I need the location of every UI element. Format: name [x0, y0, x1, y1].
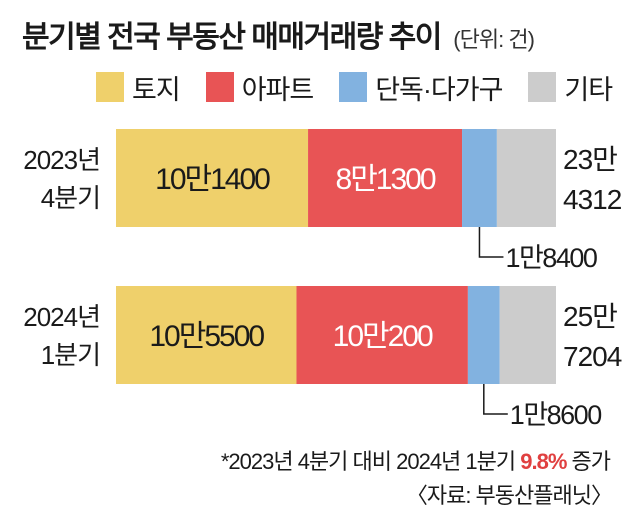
row-label-year-2023q4: 2023년	[23, 145, 100, 175]
unit-label: (단위: 건)	[453, 27, 535, 52]
bar-other-2024q1	[499, 286, 556, 384]
title-row: 분기별 전국 부동산 매매거래량 추이 (단위: 건)	[22, 12, 535, 56]
bar-label-apartment-2024q1: 10만200	[333, 320, 433, 353]
footnote-highlight: 9.8%	[520, 449, 567, 474]
legend-swatch-other	[528, 72, 557, 102]
bar-label-land-2024q1: 10만5500	[149, 320, 264, 353]
source-label: 〈자료: 부동산플래닛〉	[405, 483, 613, 508]
legend-swatch-house	[339, 72, 368, 102]
total-label-bottom-2023q4: 4312	[563, 184, 622, 215]
total-label-top-2023q4: 23만	[563, 144, 617, 175]
legend: 토지 아파트 단독·다가구 기타	[96, 68, 613, 107]
legend-label-apartment: 아파트	[241, 74, 315, 105]
total-label-bottom-2024q1: 7204	[563, 341, 622, 372]
legend-item-house: 단독·다가구	[339, 68, 503, 107]
bar-apartment-2023q4	[308, 129, 463, 227]
legend-item-land: 토지	[96, 68, 181, 107]
chart-title: 분기별 전국 부동산 매매거래량 추이	[22, 21, 442, 54]
row-label-quarter-2023q4: 4분기	[41, 183, 100, 213]
footnote: *2023년 4분기 대비 2024년 1분기 9.8% 증가	[220, 444, 611, 476]
row-label-year-2024q1: 2024년	[23, 302, 100, 332]
bar-other-2023q4	[496, 129, 556, 227]
callout-line-2024q1	[483, 384, 508, 415]
bar-land-2024q1	[116, 286, 297, 384]
legend-label-other: 기타	[564, 74, 613, 105]
legend-item-other: 기타	[528, 68, 613, 107]
bar-label-apartment-2023q4: 8만1300	[336, 163, 436, 196]
callout-label-house-2023q4: 1만8400	[505, 243, 596, 273]
total-label-top-2024q1: 25만	[563, 301, 617, 332]
bar-label-land-2023q4: 10만1400	[155, 163, 270, 196]
legend-swatch-land	[96, 72, 124, 102]
row-label-quarter-2024q1: 1분기	[41, 340, 100, 370]
callout-label-house-2024q1: 1만8600	[510, 400, 601, 430]
legend-swatch-apartment	[205, 72, 234, 102]
bar-house-2024q1	[467, 286, 500, 384]
legend-item-apartment: 아파트	[205, 68, 315, 107]
bar-house-2023q4	[462, 129, 497, 227]
callout-line-2023q4	[478, 227, 504, 258]
legend-label-house: 단독·다가구	[375, 74, 503, 105]
footnote-prefix: *2023년 4분기 대비 2024년 1분기	[220, 449, 521, 474]
footnote-suffix: 증가	[566, 449, 611, 474]
bar-apartment-2024q1	[296, 286, 468, 384]
bar-land-2023q4	[116, 129, 309, 227]
legend-label-land: 토지	[132, 74, 181, 105]
